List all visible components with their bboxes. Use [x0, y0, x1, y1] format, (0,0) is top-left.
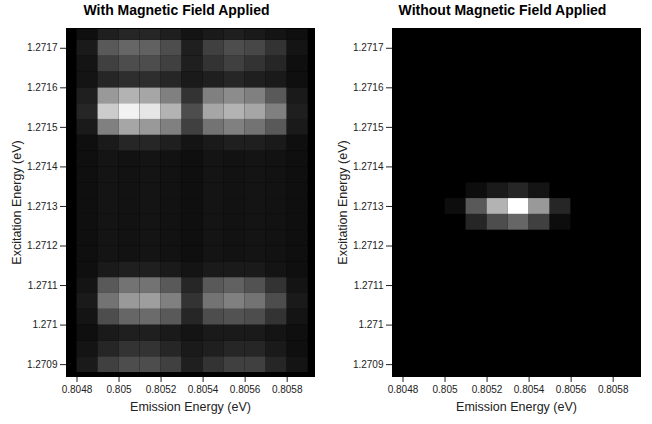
svg-text:0.8052: 0.8052 [472, 384, 503, 395]
svg-text:0.8048: 0.8048 [62, 384, 93, 395]
svg-text:0.8054: 0.8054 [514, 384, 545, 395]
svg-text:0.8058: 0.8058 [598, 384, 629, 395]
svg-text:1.2716: 1.2716 [353, 82, 384, 93]
svg-text:1.2715: 1.2715 [353, 122, 384, 133]
svg-text:1.2713: 1.2713 [353, 201, 384, 212]
svg-text:Emission Energy (eV): Emission Energy (eV) [130, 400, 251, 414]
html-text:Without Magnetic Field Applied: Without Magnetic Field Applied [398, 2, 607, 18]
svg-text:0.8054: 0.8054 [188, 384, 219, 395]
svg-text:Excitation Energy (eV): Excitation Energy (eV) [10, 140, 24, 264]
svg-text:0.8056: 0.8056 [556, 384, 587, 395]
svg-text:1.2717: 1.2717 [27, 42, 58, 53]
svg-text:0.805: 0.805 [107, 384, 132, 395]
html-text:With Magnetic Field Applied: With Magnetic Field Applied [83, 2, 270, 18]
svg-text:1.2712: 1.2712 [353, 240, 384, 251]
svg-text:0.805: 0.805 [433, 384, 458, 395]
svg-text:1.2714: 1.2714 [27, 161, 58, 172]
svg-text:0.8052: 0.8052 [146, 384, 177, 395]
svg-text:1.2709: 1.2709 [353, 359, 384, 370]
svg-text:1.2714: 1.2714 [353, 161, 384, 172]
svg-text:0.8058: 0.8058 [272, 384, 303, 395]
svg-text:1.2709: 1.2709 [27, 359, 58, 370]
svg-text:Emission Energy (eV): Emission Energy (eV) [456, 400, 577, 414]
svg-text:Excitation Energy (eV): Excitation Energy (eV) [336, 140, 350, 264]
svg-text:1.271: 1.271 [32, 319, 57, 330]
svg-text:1.2711: 1.2711 [354, 280, 384, 291]
svg-text:1.2711: 1.2711 [28, 280, 58, 291]
svg-text:0.8056: 0.8056 [230, 384, 261, 395]
svg-text:1.2716: 1.2716 [27, 82, 58, 93]
svg-text:1.2713: 1.2713 [27, 201, 58, 212]
svg-text:1.2712: 1.2712 [27, 240, 58, 251]
svg-text:1.271: 1.271 [358, 319, 383, 330]
svg-text:1.2717: 1.2717 [353, 42, 384, 53]
svg-text:0.8048: 0.8048 [388, 384, 419, 395]
svg-text:1.2715: 1.2715 [27, 122, 58, 133]
